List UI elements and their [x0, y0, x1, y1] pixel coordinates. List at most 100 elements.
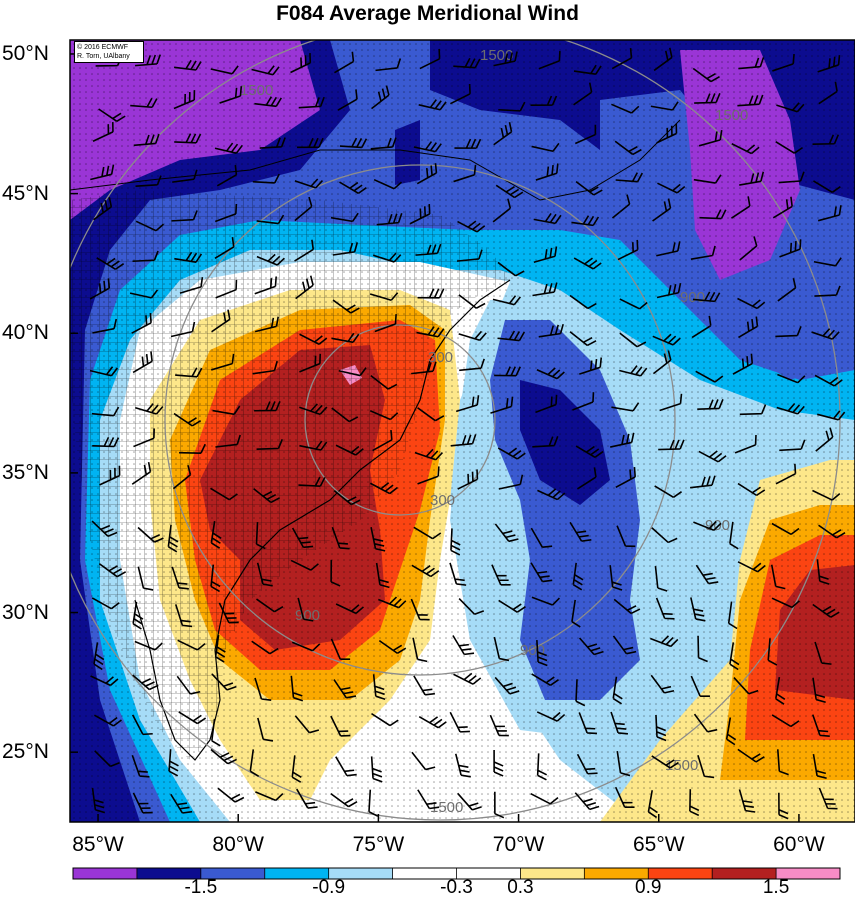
colorbar-segment — [200, 868, 266, 879]
wind-barb — [729, 642, 740, 671]
wind-barb — [130, 97, 158, 109]
wind-barb — [576, 467, 597, 490]
wind-barb — [575, 181, 603, 196]
wind-barb — [299, 440, 328, 451]
wind-barb — [458, 330, 487, 342]
wind-barb — [656, 241, 681, 257]
wind-barb — [571, 599, 581, 628]
wind-barb — [99, 465, 121, 486]
wind-barb — [254, 96, 282, 108]
wind-barb — [771, 522, 800, 536]
wind-barb — [372, 252, 402, 263]
wind-barb — [818, 787, 838, 810]
wind-barb — [812, 753, 827, 780]
wind-barb — [132, 250, 159, 263]
wind-barb — [172, 464, 192, 490]
wind-barb — [619, 298, 648, 310]
wind-barb — [771, 714, 800, 728]
wind-barb — [490, 396, 514, 414]
wind-barb — [131, 755, 150, 778]
wind-barb — [767, 638, 778, 666]
wind-barb — [573, 257, 602, 270]
wind-barb — [211, 718, 221, 747]
longitude-label: 75°W — [352, 833, 405, 856]
range-ring-300 — [304, 324, 496, 516]
wind-barb — [494, 523, 519, 543]
wind-barb — [778, 792, 789, 820]
wind-barb — [372, 429, 393, 452]
wind-barb — [535, 394, 558, 414]
colorbar-segment — [456, 868, 521, 879]
wind-barb — [93, 642, 105, 671]
wind-barb — [650, 635, 679, 648]
wind-barb — [137, 526, 164, 543]
wind-barb — [777, 278, 797, 302]
colorbar-label: 0.9 — [635, 877, 662, 898]
wind-barb — [574, 124, 597, 145]
wind-barb — [694, 92, 721, 104]
wind-barb — [492, 295, 521, 306]
ring-label: 300 — [428, 349, 453, 366]
wind-barb — [339, 137, 368, 149]
wind-barb — [536, 753, 548, 781]
range-rings — [70, 40, 841, 821]
wind-barb — [255, 522, 266, 550]
wind-barb — [296, 788, 318, 809]
shaded-field: 300 300 900 900 900 900 1500 1500 1500 1… — [70, 40, 855, 822]
credit-line: R. Torn, UAlbany — [77, 53, 130, 60]
wind-barb — [576, 753, 598, 775]
wind-barb — [134, 640, 163, 651]
wind-barb — [453, 672, 482, 685]
wind-barb — [697, 635, 708, 663]
wind-barb — [453, 164, 477, 183]
wind-barb — [254, 276, 277, 295]
wind-barb — [493, 636, 510, 662]
ring-label: 900 — [520, 642, 545, 659]
wind-barb — [335, 444, 364, 456]
wind-barb — [776, 749, 789, 776]
wind-barb — [173, 412, 202, 427]
range-ring-1500 — [70, 40, 841, 821]
wind-barb — [330, 212, 359, 223]
colorbar-segment — [73, 868, 138, 879]
wind-barb — [458, 597, 485, 616]
wind-barb — [214, 237, 235, 260]
wind-barb — [730, 196, 751, 219]
colorbar-segment — [584, 868, 649, 879]
ring-label: 900 — [680, 289, 705, 306]
wind-barb — [132, 674, 159, 691]
wind-barb — [811, 328, 840, 340]
wind-barb — [610, 432, 635, 448]
ring-label: 1500 — [665, 757, 698, 774]
wind-barb — [216, 164, 238, 187]
wind-barb — [330, 559, 341, 587]
wind-barb — [333, 679, 357, 699]
ring-label: 300 — [430, 492, 455, 509]
wind-barb — [132, 351, 153, 374]
wind-barb — [690, 245, 716, 260]
colorbar-segment — [776, 868, 841, 879]
wind-barb — [498, 474, 524, 490]
wind-barb — [299, 403, 328, 416]
wind-barb — [330, 638, 351, 661]
wind-barb — [369, 410, 399, 421]
wind-barb — [812, 134, 840, 146]
wind-barb — [89, 366, 119, 377]
latitude-label: 45°N — [2, 181, 49, 205]
wind-barb — [94, 714, 122, 727]
wind-barb — [657, 182, 686, 194]
credit-line: © 2016 ECMWF — [77, 44, 129, 51]
wind-barb — [609, 565, 623, 591]
wind-barb — [418, 99, 447, 111]
wind-barb — [611, 194, 631, 219]
wind-barb — [331, 407, 359, 423]
wind-barb — [179, 443, 206, 454]
wind-barb — [378, 639, 407, 654]
wind-barb — [731, 143, 760, 155]
wind-barb — [417, 288, 445, 299]
wind-barb — [131, 714, 153, 736]
wind-barb — [256, 598, 284, 613]
colorbar-segment — [520, 868, 585, 879]
wind-barb — [92, 122, 114, 142]
wind-barb — [573, 64, 602, 76]
